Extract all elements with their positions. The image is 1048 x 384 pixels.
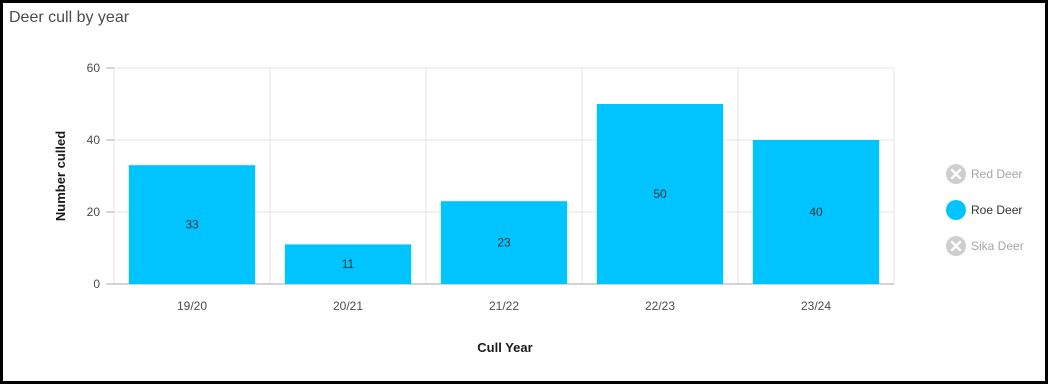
x-tick-label: 22/23 [645,299,675,313]
legend-label: Red Deer [971,167,1022,181]
bar-data-label: 33 [185,218,199,232]
bar-data-label: 11 [342,257,355,271]
bar-data-label: 40 [809,205,823,219]
x-tick-label: 19/20 [177,299,207,313]
bars: 33 11 23 50 40 [128,104,880,284]
y-tick-label: 0 [93,277,100,291]
bar-data-label: 50 [653,187,667,201]
x-axis-ticks: 19/20 20/21 21/22 22/23 23/24 [177,299,831,313]
bar-data-label: 23 [497,236,511,250]
legend-x-icon [950,240,962,252]
bar [284,244,412,284]
legend-label: Sika Deer [971,239,1024,253]
bar [440,201,568,284]
bar [596,104,724,284]
chart-title: Deer cull by year [9,9,130,26]
y-axis-title: Number culled [53,131,68,221]
legend-swatch-icon [946,200,966,220]
legend-item[interactable]: Red Deer [946,164,1022,184]
x-axis-title: Cull Year [477,340,532,355]
x-tick-label: 23/24 [801,299,831,313]
x-tick-label: 21/22 [489,299,519,313]
y-tick-label: 20 [87,205,101,219]
bar [752,140,880,284]
legend: Red Deer Roe Deer Sika Deer [946,164,1024,256]
legend-x-icon [950,168,962,180]
y-tick-label: 40 [87,133,101,147]
y-tick-label: 60 [87,61,101,75]
legend-item[interactable]: Roe Deer [946,200,1022,220]
legend-item[interactable]: Sika Deer [946,236,1024,256]
legend-label: Roe Deer [971,203,1022,217]
x-tick-label: 20/21 [333,299,363,313]
y-axis-ticks: 0 20 40 60 [87,61,101,291]
bar [128,165,256,284]
